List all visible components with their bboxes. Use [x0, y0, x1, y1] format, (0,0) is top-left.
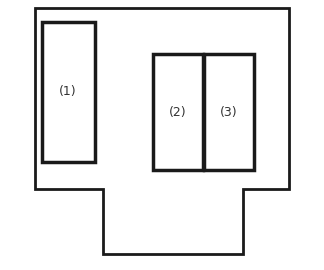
Text: (3): (3)	[220, 106, 237, 119]
Polygon shape	[35, 8, 289, 254]
Bar	[204, 54, 254, 170]
Text: (1): (1)	[59, 85, 77, 98]
Bar	[42, 22, 95, 162]
Text: (2): (2)	[169, 106, 186, 119]
Bar	[153, 54, 202, 170]
